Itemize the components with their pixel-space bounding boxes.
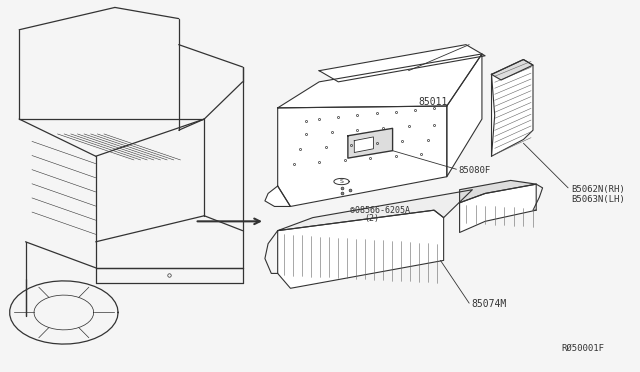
Polygon shape xyxy=(278,54,482,108)
Text: RØ50001F: RØ50001F xyxy=(562,343,605,352)
Text: B5063N(LH): B5063N(LH) xyxy=(572,195,625,203)
Polygon shape xyxy=(319,45,485,82)
Polygon shape xyxy=(265,186,291,206)
Text: (2): (2) xyxy=(364,214,379,223)
Polygon shape xyxy=(492,60,533,80)
Polygon shape xyxy=(348,128,392,158)
Text: 85074M: 85074M xyxy=(471,299,506,309)
Text: B5062N(RH): B5062N(RH) xyxy=(572,185,625,194)
Polygon shape xyxy=(278,106,447,206)
Text: 85011: 85011 xyxy=(418,97,447,107)
Text: ®08566-6205A: ®08566-6205A xyxy=(350,206,410,215)
Polygon shape xyxy=(460,180,536,203)
Polygon shape xyxy=(492,60,533,156)
Text: 85080F: 85080F xyxy=(458,166,491,175)
Polygon shape xyxy=(355,137,373,153)
Polygon shape xyxy=(278,190,472,231)
Polygon shape xyxy=(447,54,482,177)
Polygon shape xyxy=(460,184,536,232)
Polygon shape xyxy=(278,210,444,288)
Text: S: S xyxy=(340,179,344,184)
